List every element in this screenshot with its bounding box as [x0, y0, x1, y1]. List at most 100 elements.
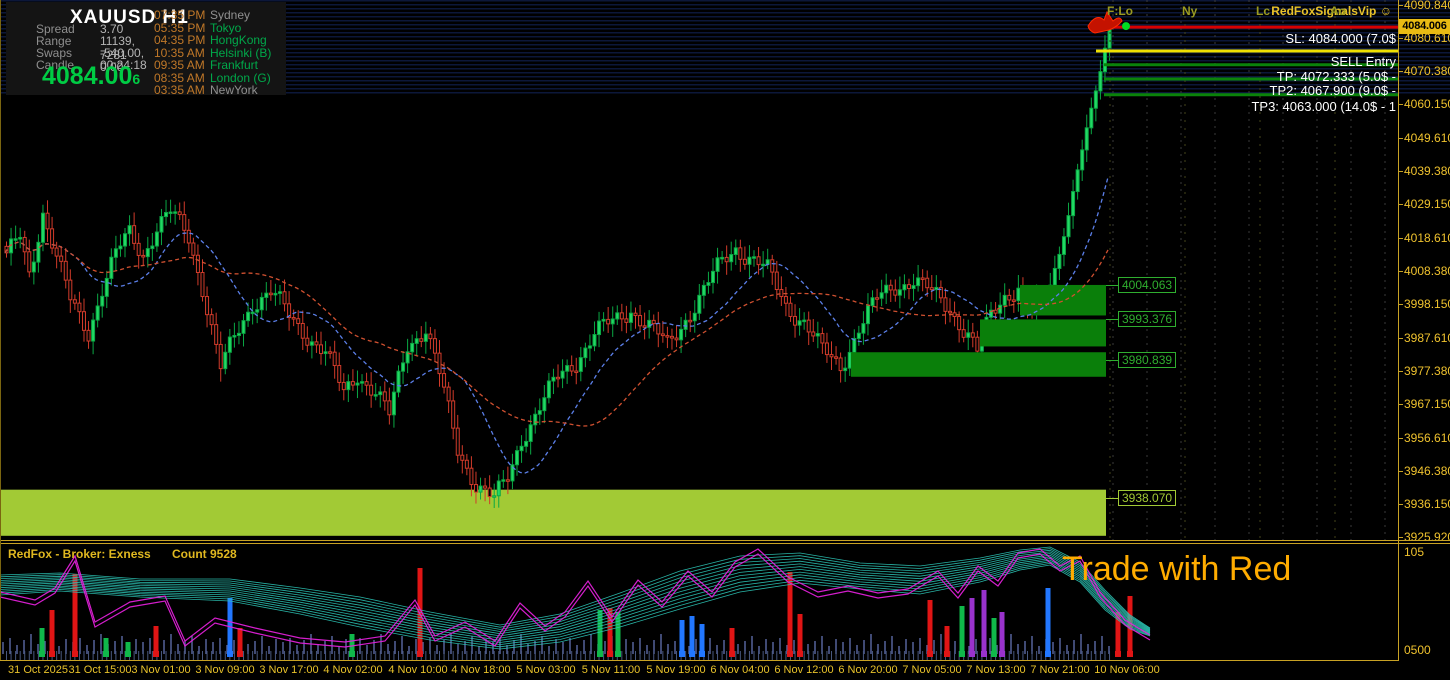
tp3-label: TP3: 4063.000 (14.0$ - 1 — [1251, 98, 1396, 114]
info-row: Swaps -540.00, 0.00 — [36, 46, 144, 74]
time-axis-label: 4 Nov 02:00 — [323, 664, 383, 676]
time-axis-label: 7 Nov 21:00 — [1030, 664, 1090, 676]
signal-brand-label: RedFoxSignalsVip ☺ — [1271, 4, 1392, 18]
time-axis-label: 5 Nov 03:00 — [516, 664, 576, 676]
price-axis-tick — [1398, 271, 1403, 273]
price-axis-label: 4008.380 — [1404, 264, 1450, 279]
price-axis-label: 4029.150 — [1404, 197, 1450, 211]
price-axis-label: 4018.610 — [1404, 231, 1450, 245]
zone-price-label: 3980.839 — [1118, 351, 1177, 368]
price-axis-label: 4060.150 — [1404, 97, 1450, 111]
time-axis-label: 4 Nov 18:00 — [451, 664, 511, 676]
info-row-value: 00:24:18 — [100, 58, 147, 72]
time-axis-label: 4 Nov 10:00 — [388, 664, 448, 676]
time-axis-label: 7 Nov 05:00 — [902, 664, 962, 676]
price-axis-label: 3977.380 — [1404, 364, 1450, 379]
time-axis-label: 3 Nov 09:00 — [195, 664, 255, 676]
session-name: London (G) — [210, 70, 271, 85]
session-name: NewYork — [210, 83, 258, 97]
time-axis-label: 10 Nov 06:00 — [1094, 664, 1160, 676]
price-axis-label: 3956.610 — [1404, 431, 1450, 446]
stop-loss-label: SL: 4084.000 (7.0$ — [1285, 31, 1396, 47]
zone-label-connector — [1106, 319, 1118, 321]
info-row-value: 11139, 7281 — [100, 34, 135, 62]
session-name: HongKong — [210, 33, 267, 47]
info-row: Range 11139, 7281 — [36, 34, 135, 62]
price-axis-label: 4090.840 — [1404, 0, 1450, 13]
session-time: 07:35 PM — [154, 8, 206, 22]
info-row-label: Spread — [36, 22, 75, 36]
price-axis-tick — [1398, 537, 1403, 539]
symbol-title: XAUUSD H1 — [70, 7, 189, 28]
price-axis-tick — [1398, 38, 1403, 39]
tick-comb-canvas — [6, 651, 1133, 660]
session-time: 09:35 AM — [154, 58, 205, 72]
session-name: Helsinki (B) — [210, 45, 272, 60]
price-axis-line — [1398, 0, 1399, 660]
time-axis-label: 5 Nov 11:00 — [581, 664, 641, 676]
session-name: Tokyo — [210, 20, 242, 35]
left-frame-line — [0, 0, 1, 660]
price-axis-tick — [1398, 104, 1403, 105]
current-price-tag: 4084.006 — [1399, 19, 1450, 35]
session-time: 05:35 PM — [154, 20, 206, 35]
info-row-value: 3.70 — [100, 22, 124, 36]
indicator-canvas[interactable] — [0, 543, 1398, 655]
time-axis-label: 7 Nov 13:00 — [966, 664, 1026, 676]
price-axis-label: 3967.150 — [1404, 397, 1450, 412]
session-time: 03:35 AM — [154, 83, 205, 97]
zone-price-label: 3993.376 — [1118, 311, 1177, 328]
price-axis-tick — [1398, 304, 1403, 306]
time-axis-label: 6 Nov 04:00 — [710, 664, 770, 676]
sell-signal-fox-icon — [1087, 10, 1123, 34]
price-chart-canvas[interactable] — [0, 0, 1398, 541]
price-axis-tick — [1398, 504, 1403, 506]
price-axis-label: 4080.610 — [1404, 31, 1450, 45]
price-axis-tick — [1398, 238, 1403, 239]
brand-text: RedFoxSignalsVip — [1271, 4, 1377, 18]
time-axis-label: 31 Oct 15:00 — [68, 664, 132, 676]
price-axis-label: 3998.150 — [1404, 297, 1450, 312]
indicator-count: Count 9528 — [172, 547, 237, 561]
time-axis-label: 5 Nov 19:00 — [646, 664, 706, 676]
info-row-label: Range — [36, 34, 72, 48]
indicator-min-label: 0500 — [1404, 643, 1431, 657]
session-marker-label: Ao — [1330, 4, 1346, 18]
time-axis-label: 3 Nov 17:00 — [259, 664, 319, 676]
price-axis-tick — [1398, 338, 1403, 340]
signal-dot-icon — [1122, 22, 1130, 31]
session-time: 04:35 PM — [154, 33, 206, 47]
zone-label-connector — [1106, 284, 1118, 286]
price-axis-tick — [1398, 438, 1403, 440]
price-axis-tick — [1398, 371, 1403, 373]
time-axis-separator — [0, 660, 1399, 661]
price-axis-tick — [1398, 471, 1403, 473]
session-name: Frankfurt — [210, 58, 259, 72]
price-axis-label: 3946.380 — [1404, 464, 1450, 479]
indicator-title: RedFox - Broker: Exness — [8, 547, 151, 561]
session-time: 08:35 AM — [154, 70, 205, 85]
price-axis-label: 3987.610 — [1404, 331, 1450, 346]
price-axis-label: 4039.380 — [1404, 164, 1450, 178]
band-label-connector — [1106, 497, 1118, 499]
band-price-label: 3938.070 — [1118, 489, 1177, 506]
sell-entry-label: SELL Entry — [1330, 53, 1396, 69]
tp1-label: TP: 4072.333 (5.0$ - — [1276, 68, 1396, 84]
price-axis-label: 4049.610 — [1404, 131, 1450, 145]
price-axis-label: 4070.380 — [1404, 64, 1450, 78]
smiley-icon: ☺ — [1379, 4, 1392, 18]
time-axis-label: 31 Oct 2025 — [8, 664, 68, 676]
price-axis-tick — [1398, 5, 1403, 6]
session-marker-label: F:Lo — [1107, 4, 1133, 18]
panel-separator-top[interactable] — [0, 540, 1450, 541]
indicator-max-label: 105 — [1404, 545, 1425, 559]
time-axis-label: 6 Nov 20:00 — [838, 664, 898, 676]
price-axis-tick — [1398, 171, 1403, 172]
tp2-label: TP2: 4067.900 (9.0$ - — [1269, 83, 1396, 98]
price-axis-tick — [1398, 138, 1403, 139]
zone-label-connector — [1106, 359, 1118, 361]
current-price-display: 4084.006 — [42, 62, 141, 90]
info-row-value: -540.00, 0.00 — [100, 46, 145, 74]
info-row: Candle 00:24:18 — [36, 58, 147, 72]
